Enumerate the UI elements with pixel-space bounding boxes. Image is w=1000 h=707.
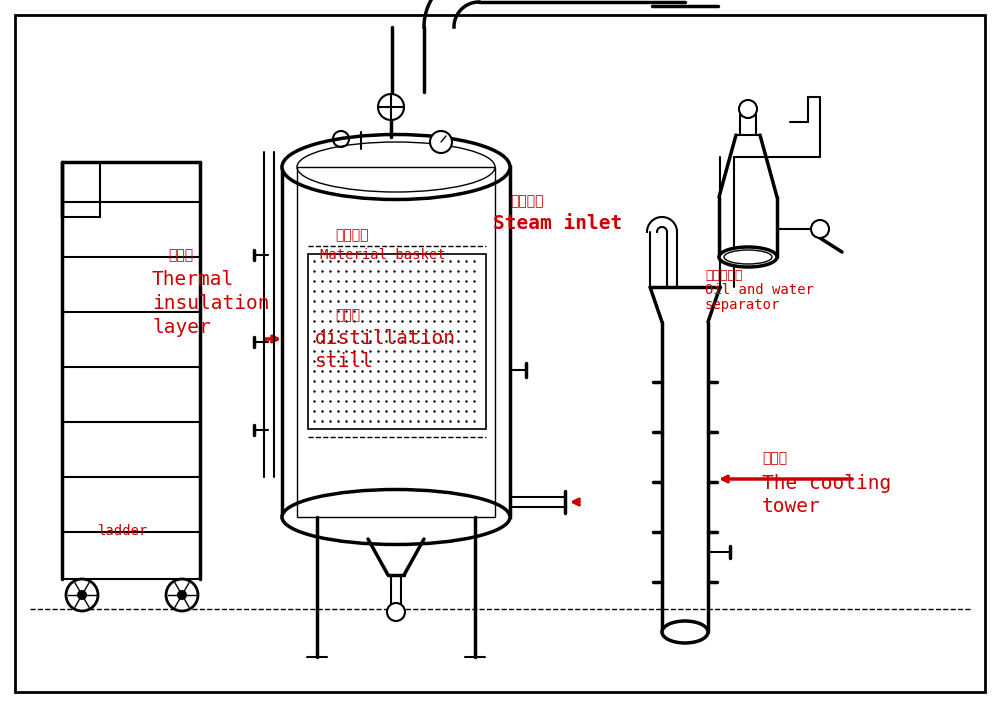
Bar [308,254,486,429]
Text: 油水分离器: 油水分离器 [705,269,742,282]
Text: distillation: distillation [315,329,456,348]
Text: ladder: ladder [98,524,148,538]
Circle shape [177,590,187,600]
Circle shape [387,603,405,621]
Text: tower: tower [762,497,821,516]
Text: 蔻汽进口: 蔻汽进口 [510,194,544,208]
Text: 保温层: 保温层 [168,248,193,262]
Circle shape [430,131,452,153]
Text: Oil and water: Oil and water [705,283,814,297]
Circle shape [811,220,829,238]
Text: layer: layer [152,318,211,337]
Text: Steam inlet: Steam inlet [493,214,622,233]
Text: 物料吐笼: 物料吐笼 [335,228,368,242]
Text: Material basket: Material basket [320,248,446,262]
Bar [297,167,495,517]
Text: Thermal: Thermal [152,270,234,289]
Circle shape [66,579,98,611]
Text: insulation: insulation [152,294,270,313]
Ellipse shape [719,247,777,267]
Text: 冷凝器: 冷凝器 [762,451,787,465]
Text: separator: separator [705,298,780,312]
Bar [282,167,510,517]
Text: 蔻馏釜: 蔻馏釜 [335,308,360,322]
Ellipse shape [282,134,510,199]
Ellipse shape [662,621,708,643]
Ellipse shape [282,489,510,544]
Circle shape [739,100,757,118]
Text: The cooling: The cooling [762,474,891,493]
Circle shape [77,590,87,600]
Circle shape [166,579,198,611]
Circle shape [378,94,404,120]
Text: still: still [315,352,374,371]
